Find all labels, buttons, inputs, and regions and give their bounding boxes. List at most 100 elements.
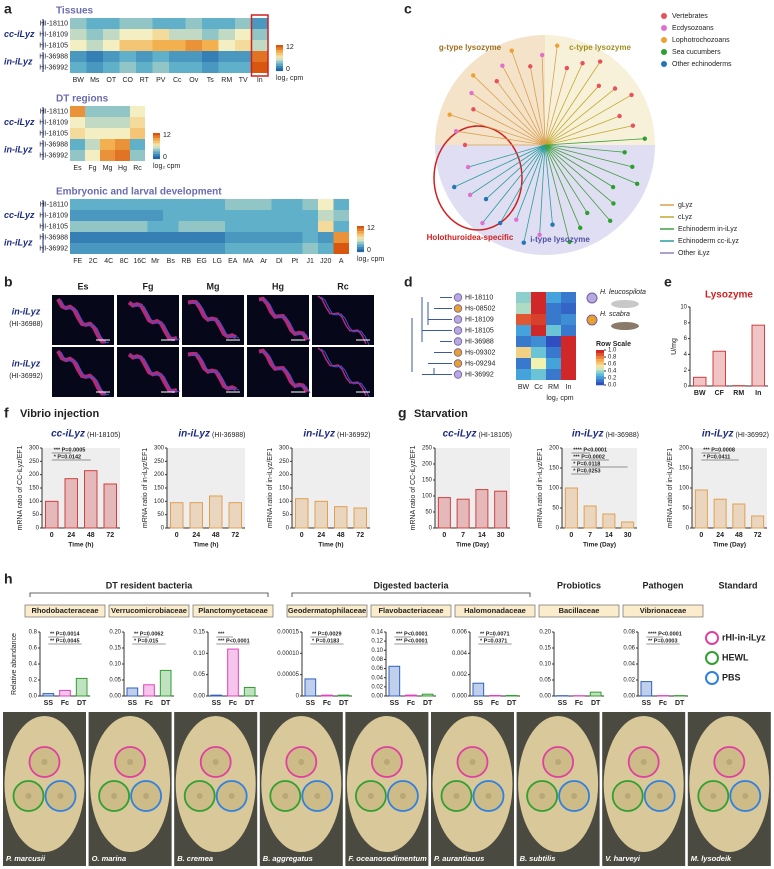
column-label: Mg <box>103 165 113 172</box>
tree-branch <box>544 94 632 146</box>
bar <box>505 694 518 697</box>
tree-leaf <box>453 129 459 134</box>
family-box <box>370 604 452 618</box>
chart-subtitle: (HI-18105) <box>87 432 120 439</box>
heatmap-cell <box>70 62 87 73</box>
gene-label: HI-36988 <box>39 53 68 60</box>
heatmap-cell <box>100 117 115 128</box>
heatmap-cell <box>85 243 101 254</box>
legend-dot <box>661 37 667 43</box>
heatmap-cell <box>287 199 303 210</box>
row-id: (HI-36988) <box>9 321 42 328</box>
well <box>640 759 647 765</box>
column-label: J20 <box>320 258 331 265</box>
y-tick-label: 0.00005 <box>277 672 299 678</box>
bar <box>103 483 117 529</box>
heatmap-cell <box>218 51 235 62</box>
column-label: Mr <box>151 258 160 265</box>
x-tick-label: 24 <box>317 532 325 539</box>
tree-leaf <box>610 184 616 190</box>
heatmap-cell <box>271 199 287 210</box>
strain-name: M. lysodeik <box>691 854 732 863</box>
y-tick-label: 6 <box>684 336 688 342</box>
y-tick-label: 150 <box>279 486 290 492</box>
strain-name: V. harveyi <box>605 854 641 863</box>
plot-background <box>42 448 120 528</box>
heatmap-cell <box>561 325 576 336</box>
section-title: DT regions <box>56 94 109 105</box>
x-tick-label: 7 <box>461 532 465 539</box>
legend-label: Sea cucumbers <box>672 49 721 56</box>
x-tick-label: DT <box>245 700 255 707</box>
scale-tick-label: 0.6 <box>608 362 617 368</box>
tree-branch <box>469 144 546 196</box>
y-tick-label: 0.10 <box>109 662 121 668</box>
x-tick-label: DT <box>423 700 433 707</box>
tree-branch <box>544 115 620 146</box>
colorbar <box>596 350 604 354</box>
tree-branch <box>544 67 568 146</box>
row-label: Hs-09294 <box>465 360 495 367</box>
x-axis-label: Time (Day) <box>583 542 616 549</box>
row-gene: in-iLyz <box>12 306 41 316</box>
panel-letter: h <box>4 571 13 587</box>
tree-leaf <box>467 192 473 198</box>
well <box>742 793 749 799</box>
tree-leaf <box>462 142 468 148</box>
x-tick-label: DT <box>339 700 349 707</box>
well <box>41 759 48 765</box>
heatmap-cell <box>194 221 210 232</box>
heatmap-cell <box>225 243 241 254</box>
tree-leaf <box>630 164 635 170</box>
colorbar <box>596 367 604 371</box>
significance-label: *** P<0.0001 <box>396 638 428 644</box>
heatmap-cell <box>202 29 219 40</box>
family-box <box>622 604 704 618</box>
bar <box>472 682 485 697</box>
y-tick-label: 50 <box>425 510 432 516</box>
colorbar <box>596 370 604 374</box>
well <box>143 793 150 799</box>
tree-leaf <box>465 164 471 170</box>
x-tick-label: RM <box>733 390 744 397</box>
tree-branch <box>529 66 546 146</box>
heatmap-cell <box>235 62 252 73</box>
nuclear-stain <box>131 302 181 341</box>
tree-leaf <box>634 181 640 187</box>
colorbar <box>357 231 364 234</box>
tree-leaf <box>597 59 603 64</box>
tree-branch <box>467 144 546 168</box>
column-label: Hg <box>272 281 284 291</box>
x-axis-label: Time (h) <box>68 542 93 549</box>
well <box>624 793 631 799</box>
significance-label: ** P=0.0071 <box>480 631 510 637</box>
heatmap-cell <box>318 199 334 210</box>
y-tick-label: 8 <box>684 320 688 326</box>
heatmap-cell <box>86 40 103 51</box>
scale-max: 12 <box>163 132 171 139</box>
bar <box>405 694 417 697</box>
well <box>57 793 64 799</box>
colorbar <box>357 246 364 250</box>
tree-branch <box>544 144 638 185</box>
column-label: Bs <box>167 258 176 265</box>
heatmap-cell <box>251 18 268 29</box>
heatmap-cell <box>152 40 169 51</box>
heatmap-cell <box>256 221 272 232</box>
scale-max: 12 <box>286 44 294 51</box>
species-marker <box>453 315 463 324</box>
heatmap-cell <box>147 210 163 221</box>
heatmap-cell <box>531 369 546 380</box>
bar <box>143 684 155 697</box>
gene-label: HI-36992 <box>39 152 68 159</box>
column-label: Dl <box>276 258 283 265</box>
tree-branch <box>523 144 546 243</box>
heatmap-cell <box>516 347 531 358</box>
tree-leaf <box>555 43 560 48</box>
heatmap-cell <box>235 40 252 51</box>
legend-label: rHl-in-iLyz <box>722 632 766 642</box>
heatmap-cell <box>100 139 115 150</box>
heatmap-cell <box>185 18 202 29</box>
heatmap-cell <box>287 232 303 243</box>
heatmap-cell <box>163 232 179 243</box>
